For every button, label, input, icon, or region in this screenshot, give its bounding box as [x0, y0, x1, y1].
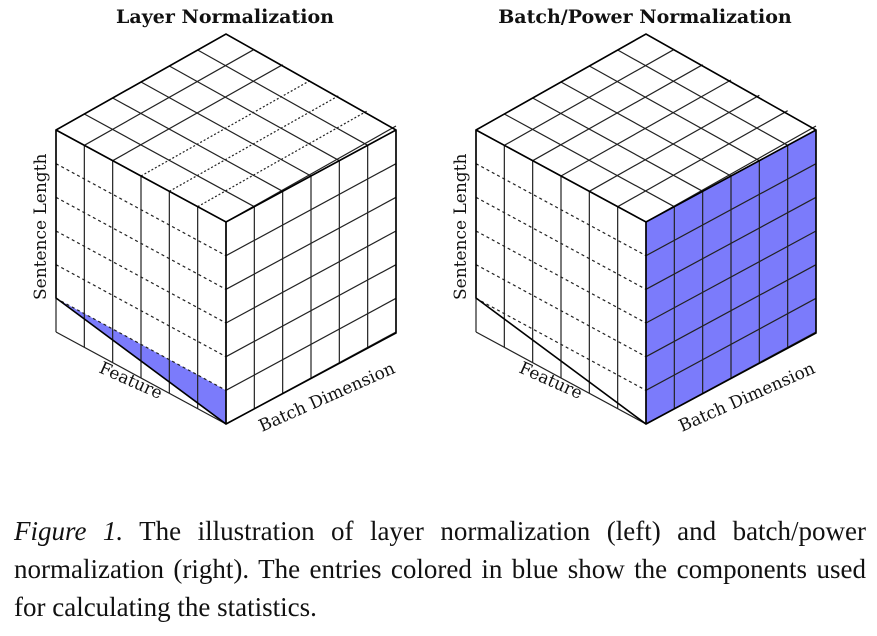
diagram-title: Layer Normalization: [116, 6, 334, 28]
diagram-title: Batch/Power Normalization: [498, 6, 792, 28]
batch-normalization-diagram: Batch/Power Normalization Sentence Lengt…: [420, 0, 860, 470]
sentence-length-label: Sentence Length: [451, 154, 471, 300]
cube-outline: [475, 33, 817, 425]
caption-lead: Figure 1.: [14, 516, 124, 546]
figure-caption: Figure 1. The illustration of layer norm…: [14, 512, 866, 626]
cube-outline: [55, 33, 397, 425]
layer-normalization-diagram: Layer Normalization Sentence Length Featu…: [0, 0, 440, 470]
sentence-length-label: Sentence Length: [31, 154, 51, 300]
caption-text: The illustration of layer normalization …: [14, 516, 867, 622]
